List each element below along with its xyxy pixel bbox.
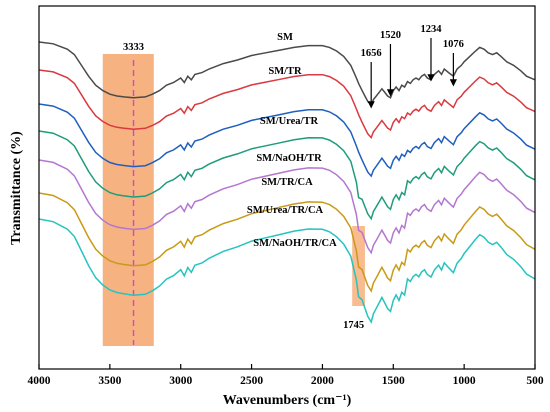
series-label-layer: SM SM/TR SM/Urea/TR SM/NaOH/TR SM/TR/CA SM/Ur… bbox=[247, 32, 337, 249]
x-tick-label: 3000 bbox=[169, 375, 192, 387]
series-label: SM/TR bbox=[268, 66, 302, 77]
series-line-sm bbox=[38, 41, 536, 107]
x-tick-label: 3500 bbox=[98, 375, 121, 387]
series-label: SM bbox=[277, 32, 293, 43]
x-tick-layer: 4000 3500 3000 2500 2000 1500 1000 500 bbox=[28, 364, 544, 387]
series-label: SM/NaOH/TR bbox=[256, 153, 322, 164]
x-tick-label: 4000 bbox=[28, 375, 51, 387]
series-label: SM/NaOH/TR/CA bbox=[253, 238, 337, 249]
peak-label: 1520 bbox=[380, 30, 401, 41]
x-tick-label: 2000 bbox=[311, 375, 334, 387]
band-3333-highlight bbox=[102, 54, 154, 346]
series-label: SM/Urea/TR bbox=[260, 116, 319, 127]
series-line-sm-urea-tr bbox=[38, 103, 536, 178]
band-1745-label: 1745 bbox=[343, 320, 364, 331]
x-tick-label: 1500 bbox=[382, 375, 405, 387]
x-tick-label: 500 bbox=[526, 375, 544, 387]
peak-label: 1656 bbox=[361, 48, 382, 59]
x-tick-label: 2500 bbox=[240, 375, 263, 387]
peak-label: 1076 bbox=[443, 39, 464, 50]
series-line-sm-urea-tr-ca bbox=[38, 192, 536, 293]
series-label: SM/Urea/TR/CA bbox=[247, 205, 324, 216]
series-layer bbox=[38, 41, 536, 324]
plot-frame bbox=[38, 5, 536, 370]
series-line-sm-naoh-tr-ca bbox=[38, 218, 536, 324]
series-line-sm-naoh-tr bbox=[38, 130, 536, 221]
band-3333-label: 3333 bbox=[123, 42, 144, 53]
x-axis-title: Wavenumbers (cm⁻¹) bbox=[223, 393, 352, 408]
peak-label: 1234 bbox=[420, 24, 442, 35]
series-line-sm-tr bbox=[38, 69, 536, 140]
series-line-sm-tr-ca bbox=[38, 159, 536, 255]
band-3333: 3333 bbox=[102, 42, 154, 346]
x-tick-label: 1000 bbox=[453, 375, 476, 387]
y-axis-title: Transmittance (%) bbox=[9, 131, 24, 245]
series-label: SM/TR/CA bbox=[261, 177, 313, 188]
